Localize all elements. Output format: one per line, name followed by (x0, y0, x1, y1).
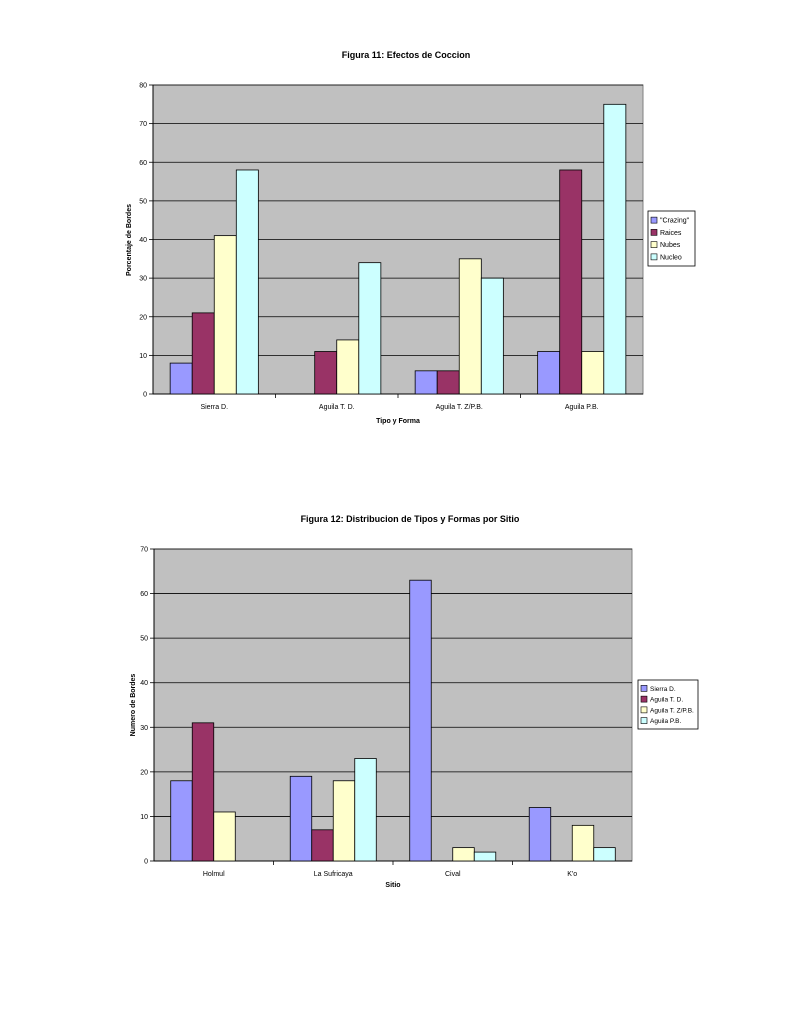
legend-swatch (650, 216, 658, 224)
chart-title: Figura 11: Efectos de Coccion (342, 50, 471, 60)
y-tick-label: 40 (139, 237, 147, 244)
y-tick-label: 20 (139, 314, 147, 321)
x-tick-label: Cival (445, 871, 461, 878)
legend-swatch (640, 695, 648, 703)
x-tick-label: Holmul (203, 871, 225, 878)
bar (593, 847, 616, 862)
figure-11-chart: Figura 11: Efectos de Coccion 0 10 20 30 40 5… (126, 50, 696, 425)
y-tick-label: 0 (143, 392, 147, 399)
bar (458, 258, 482, 395)
x-axis-label: Tipo y Forma (376, 418, 420, 425)
x-tick-label: Sierra D. (200, 404, 228, 411)
legend-label: Raices (660, 230, 682, 237)
legend-swatch (640, 717, 648, 724)
bar (537, 351, 561, 395)
x-axis-label: Sitio (385, 882, 400, 889)
y-axis-label: Porcentaje de Bordes (126, 204, 133, 276)
legend-swatch (650, 229, 658, 236)
chart-title: Figura 12: Distribucion de Tipos y Forma… (301, 514, 520, 524)
bar (358, 262, 382, 395)
bar (191, 722, 215, 862)
bar (559, 169, 583, 395)
bar (289, 775, 313, 862)
x-tick-label: K'o (567, 871, 577, 878)
bar (213, 235, 237, 395)
x-tick-label: La Sufricaya (314, 871, 353, 878)
bar (409, 579, 432, 862)
bar (581, 351, 605, 395)
y-tick-label: 50 (140, 636, 148, 643)
y-tick-label: 70 (139, 121, 147, 128)
bar (336, 339, 360, 395)
bar (603, 103, 627, 395)
bar (436, 370, 460, 395)
bar (528, 807, 552, 862)
y-tick-label: 80 (139, 83, 147, 90)
x-tick-label: Aguila P.B. (565, 404, 599, 411)
y-tick-label: 30 (139, 276, 147, 283)
bar (311, 829, 334, 862)
legend: "Crazing" Raices Nubes Nucleo (647, 210, 696, 267)
bar (354, 758, 377, 862)
y-tick-label: 10 (140, 814, 148, 821)
bar (332, 780, 356, 862)
y-tick-label: 50 (139, 198, 147, 205)
plot-area: 0 10 20 30 40 50 60 70 80 Sierra D. Aguila T. D. Ag… (139, 83, 644, 411)
y-tick-label: 20 (140, 769, 148, 776)
legend-label: Nubes (660, 242, 681, 249)
bar (191, 312, 215, 395)
bar (452, 847, 475, 862)
bar (314, 351, 338, 395)
legend-swatch (640, 685, 648, 692)
legend-label: Aguila T. Z/P.B. (650, 707, 694, 714)
bar (414, 370, 438, 395)
y-tick-label: 40 (140, 680, 148, 687)
legend-label: Aguila T. D. (650, 697, 683, 704)
y-tick-label: 60 (139, 160, 147, 167)
legend-box (637, 679, 699, 730)
y-tick-label: 60 (140, 591, 148, 598)
figure-12-chart: Figura 12: Distribucion de Tipos y Forma… (130, 514, 699, 889)
y-tick-label: 30 (140, 725, 148, 732)
legend-swatch (650, 241, 658, 248)
plot-area: 0 10 20 30 40 50 60 70 Holmul La Sufricaya Cival K'… (140, 547, 633, 878)
plot-background (153, 548, 633, 862)
legend-label: Nucleo (660, 254, 682, 261)
bar (571, 824, 595, 862)
legend-swatch (640, 706, 648, 714)
bar (170, 780, 193, 862)
bar (480, 277, 504, 395)
y-tick-label: 10 (139, 353, 147, 360)
legend-label: "Crazing" (660, 218, 690, 225)
y-tick-label: 0 (144, 859, 148, 866)
y-tick-label: 70 (140, 547, 148, 554)
bar (213, 811, 236, 862)
legend-label: Aguila P.B. (650, 718, 682, 725)
x-tick-label: Aguila T. D. (319, 404, 355, 411)
y-axis-label: Numero de Bordes (130, 674, 137, 737)
bar (473, 851, 497, 862)
legend: Sierra D. Aguila T. D. Aguila T. Z/P.B. Agu… (637, 679, 699, 730)
bar (235, 169, 259, 395)
x-tick-label: Aguila T. Z/P.B. (436, 404, 483, 411)
legend-swatch (650, 253, 658, 261)
legend-label: Sierra D. (650, 686, 676, 693)
bar (169, 362, 193, 395)
